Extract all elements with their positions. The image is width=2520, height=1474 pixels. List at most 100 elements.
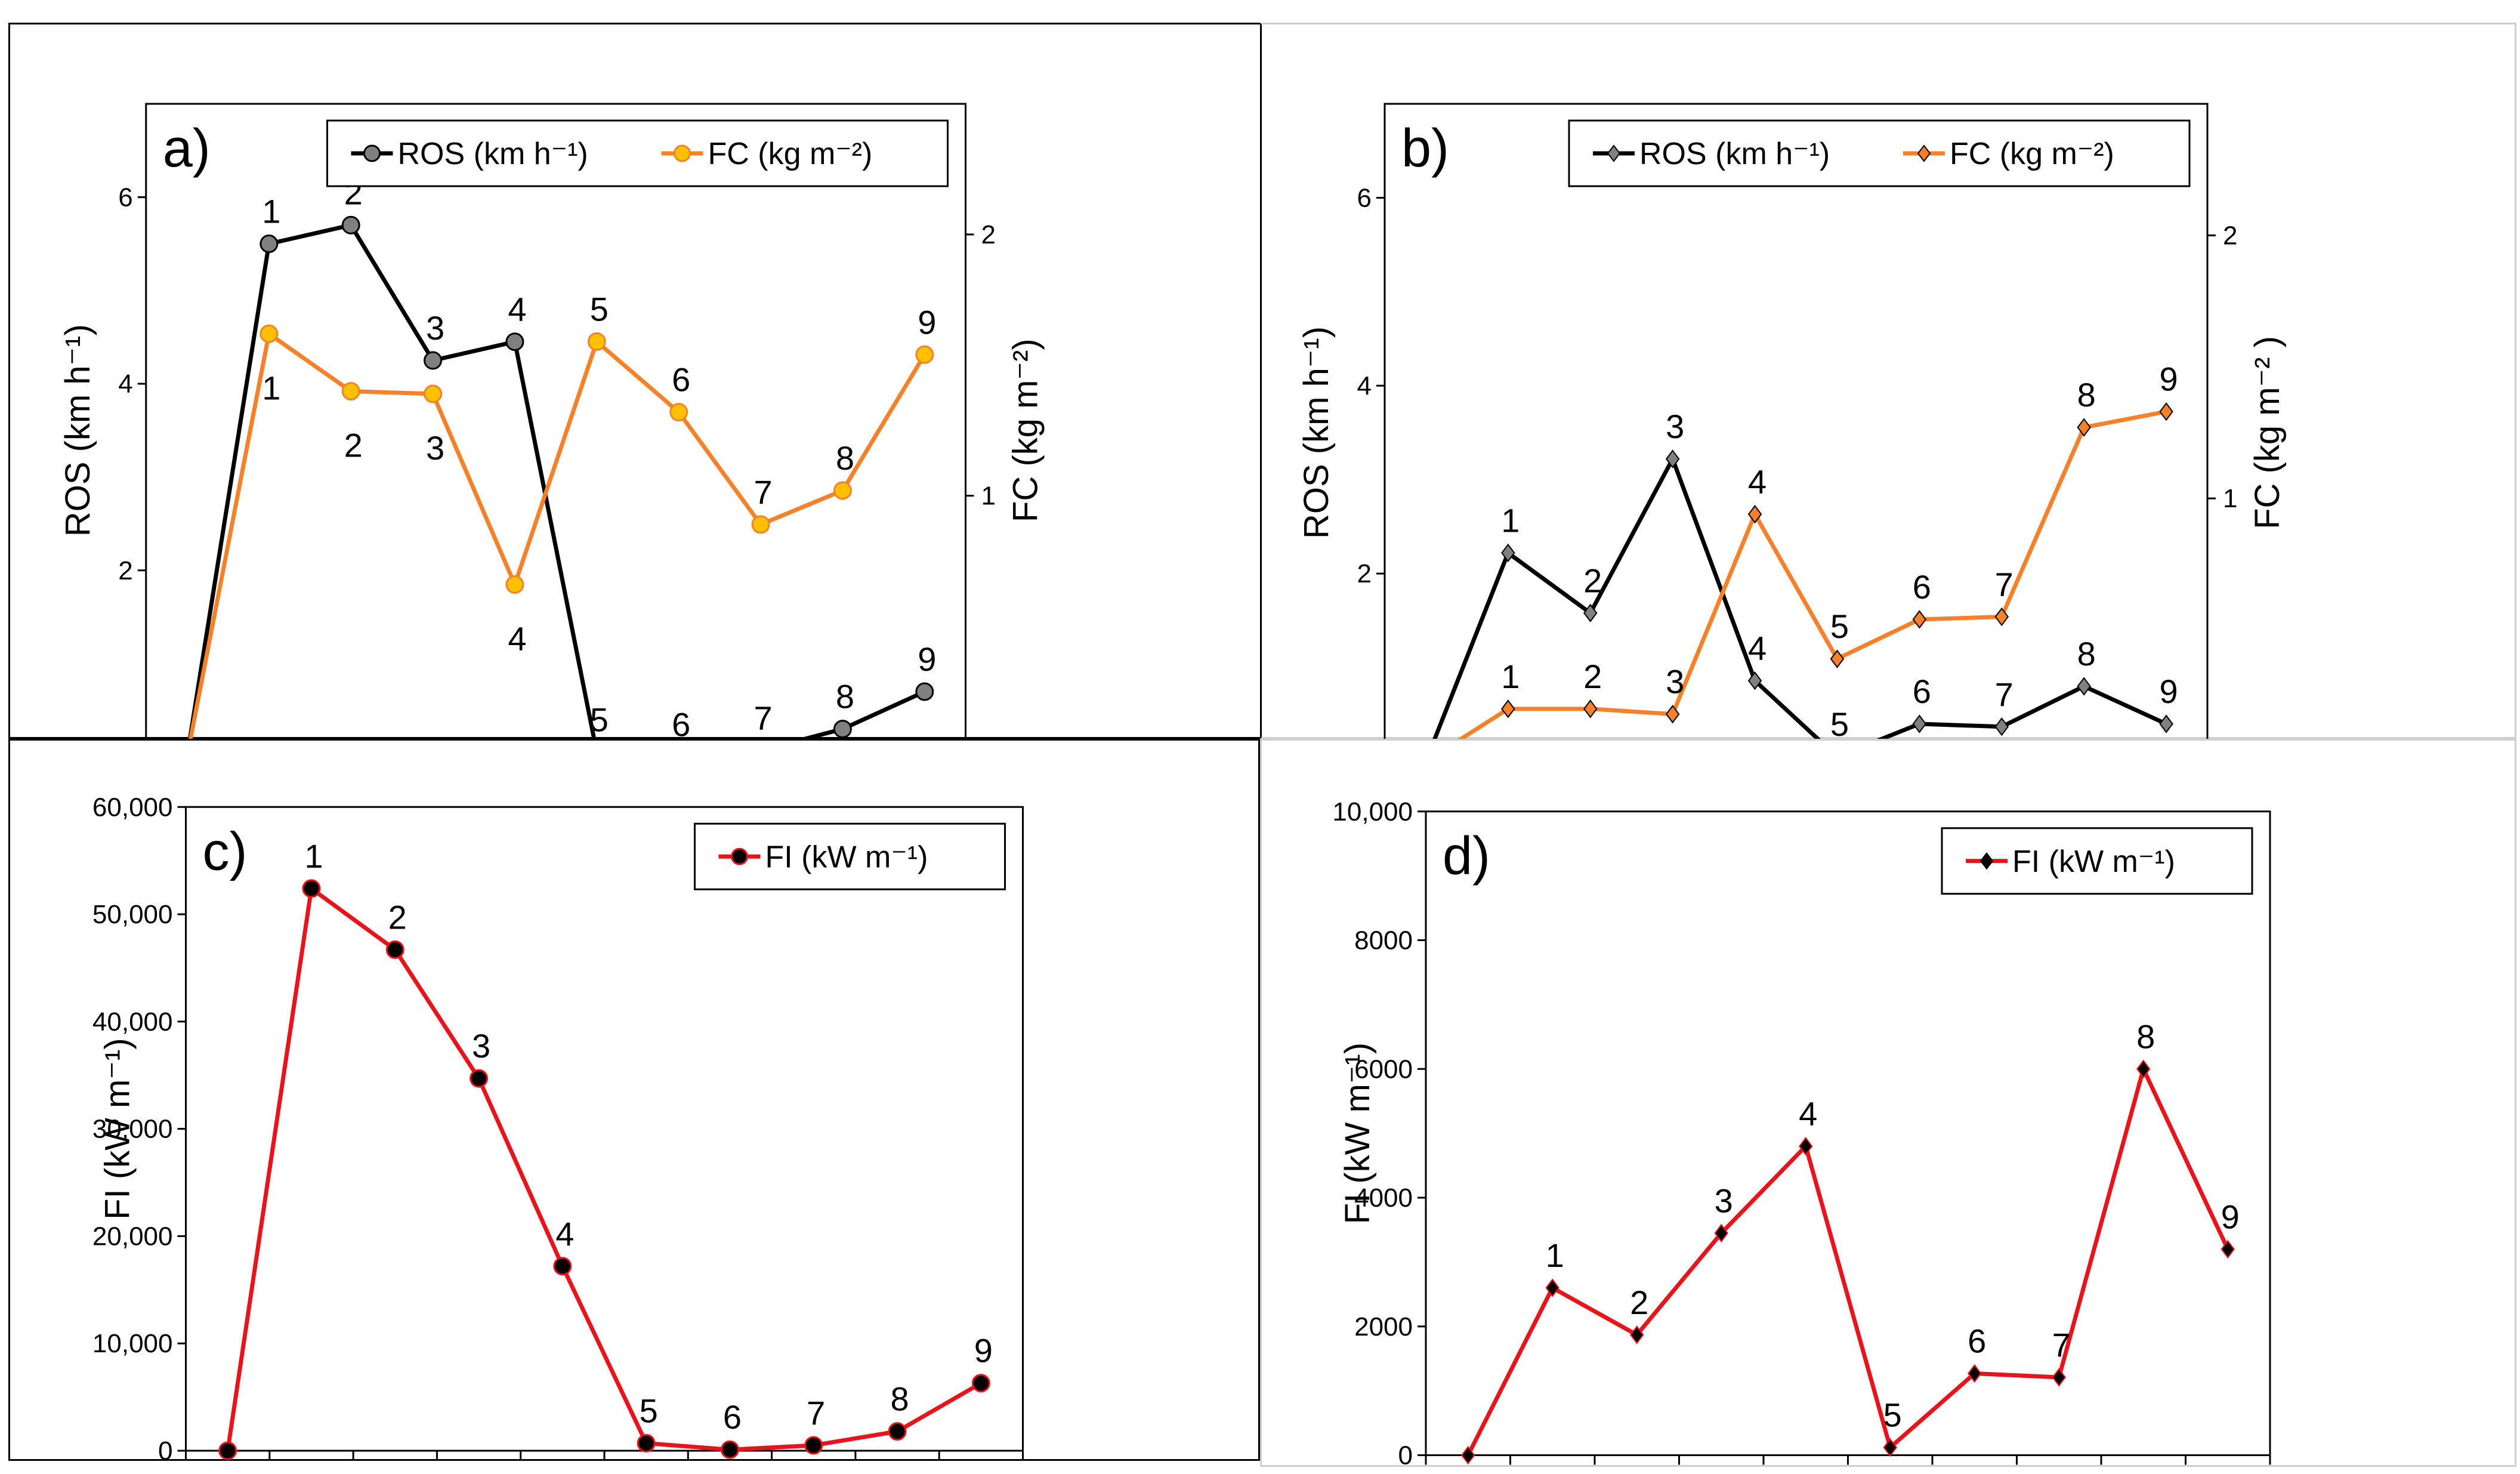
data-point: [888, 1422, 907, 1441]
y-axis-title: ROS (km h⁻¹): [1297, 326, 1336, 539]
panel-d-kavakdere-fi: 0200040006000800010,00029-0611:2029-0611…: [1260, 739, 2516, 1469]
y-tick-label: 4: [118, 369, 132, 399]
y-tick-label: 8000: [1354, 926, 1413, 955]
data-point-label: 5: [590, 290, 609, 328]
y-tick-label: 20,000: [92, 1222, 173, 1251]
y2-axis-title: FC (kg m⁻² ): [2248, 336, 2287, 529]
data-point-label: 4: [555, 1215, 574, 1253]
y-tick-label: 10,000: [1332, 797, 1413, 827]
data-point-label: 2: [1583, 562, 1602, 599]
data-point: [833, 720, 852, 739]
y-tick-label: 40,000: [92, 1007, 173, 1037]
data-point-label: 4: [508, 291, 526, 328]
data-point-label: 8: [836, 678, 854, 716]
data-point-label: 5: [640, 1392, 658, 1429]
data-point: [424, 351, 443, 370]
plot-area-frame: [145, 103, 966, 741]
data-point-label: 3: [1715, 1182, 1733, 1219]
data-point-label: 3: [472, 1027, 490, 1065]
data-point: [637, 1433, 656, 1453]
y-tick-label: 6000: [1354, 1054, 1413, 1084]
data-point: [669, 403, 688, 422]
plot-area-frame: [1383, 103, 2209, 741]
y-tick-label: 10,000: [92, 1329, 173, 1358]
y2-tick-label: 1: [2223, 484, 2237, 513]
legend-label: FC (kg m⁻²): [1950, 137, 2114, 171]
data-point: [470, 1069, 489, 1088]
panel-letter: c): [203, 822, 248, 881]
data-point-label: 1: [1501, 502, 1520, 539]
data-point: [553, 1257, 572, 1276]
data-point-label: 7: [753, 473, 772, 511]
y2-tick-label: 2: [2223, 221, 2237, 250]
data-point: [260, 235, 279, 254]
data-point: [1501, 543, 1515, 563]
data-point-label: 1: [262, 193, 280, 230]
y-tick-label: 0: [158, 1436, 172, 1463]
data-point: [1912, 714, 1927, 733]
data-point-label: 1: [304, 837, 323, 875]
data-point: [1665, 704, 1680, 724]
y-tick-label: 0: [1398, 1441, 1413, 1469]
data-point-label: 4: [508, 620, 526, 658]
data-point-label: 3: [426, 309, 444, 347]
data-point-label: 6: [1913, 673, 1931, 710]
data-point-label: 9: [2159, 360, 2178, 398]
data-point: [1545, 1278, 1559, 1297]
data-point: [1747, 671, 1762, 690]
data-point: [971, 1374, 990, 1393]
data-point-label: 9: [918, 303, 936, 341]
data-point: [1461, 1445, 1475, 1465]
data-point-label: 5: [1883, 1396, 1902, 1434]
data-point: [1968, 1364, 1982, 1383]
data-point-label: 2: [1630, 1284, 1648, 1321]
data-point: [587, 332, 606, 351]
data-point: [385, 940, 404, 959]
data-point-label: 2: [1583, 658, 1602, 695]
legend-marker: [1979, 852, 1994, 870]
data-point: [1912, 610, 1927, 629]
legend-box: [1568, 119, 2191, 187]
data-point: [1994, 607, 2009, 627]
y2-axis-title: FC (kg m⁻²): [1006, 338, 1045, 522]
series-line-2: [1454, 409, 2167, 741]
y-tick-label: 2: [1357, 559, 1372, 588]
data-point-label: 9: [2159, 673, 2178, 710]
data-point: [1883, 1438, 1897, 1457]
series-line-1: [1466, 1066, 2230, 1457]
data-point-label: 4: [1748, 463, 1767, 501]
data-point-label: 2: [388, 898, 407, 936]
legend-label: ROS (km h⁻¹): [398, 137, 588, 171]
data-point: [1799, 1137, 1813, 1156]
panel-b-kavakdere-ros-fc: 024601229-0611:2029-0611:5329-0612:3829-…: [1260, 23, 2516, 741]
y-tick-label: 6: [1357, 183, 1372, 212]
data-point-label: 8: [2136, 1017, 2155, 1055]
legend-label: FI (kW m⁻¹): [2012, 844, 2175, 879]
data-point: [302, 879, 321, 898]
data-point: [2077, 677, 2091, 696]
data-point: [804, 1436, 823, 1455]
y-tick-label: 60,000: [92, 792, 173, 822]
data-point-label: 6: [1968, 1322, 1986, 1359]
chart-c-svg: 010,00020,00030,00040,00050,00060,00029-…: [92, 792, 1024, 1463]
data-point: [1665, 449, 1680, 468]
series-line-1: [226, 886, 983, 1452]
data-point-label: 6: [672, 361, 690, 399]
legend-marker: [731, 847, 748, 865]
legend-box: [326, 119, 949, 187]
plot-area-frame: [1425, 810, 2271, 1456]
legend-label: ROS (km h⁻¹): [1639, 137, 1830, 171]
y-axis-title: FI (kW m⁻¹): [1338, 1043, 1377, 1224]
data-point: [2077, 418, 2091, 437]
data-point: [915, 345, 934, 364]
data-point-label: 7: [1995, 566, 2013, 603]
data-point: [1714, 1223, 1728, 1242]
data-point-label: 8: [2077, 635, 2096, 673]
data-point: [1583, 699, 1598, 719]
data-point-label: 9: [918, 640, 936, 678]
panel-letter: b): [1401, 119, 1449, 178]
panel-a-kuyucak-ros-fc: 024601229-0609:5729-0610:3629-0611:2829-…: [8, 23, 1267, 741]
chart-d-svg: 0200040006000800010,00029-0611:2029-0611…: [1332, 797, 2271, 1469]
data-point-label: 7: [2052, 1326, 2071, 1364]
legend-label: FI (kW m⁻¹): [765, 840, 928, 874]
